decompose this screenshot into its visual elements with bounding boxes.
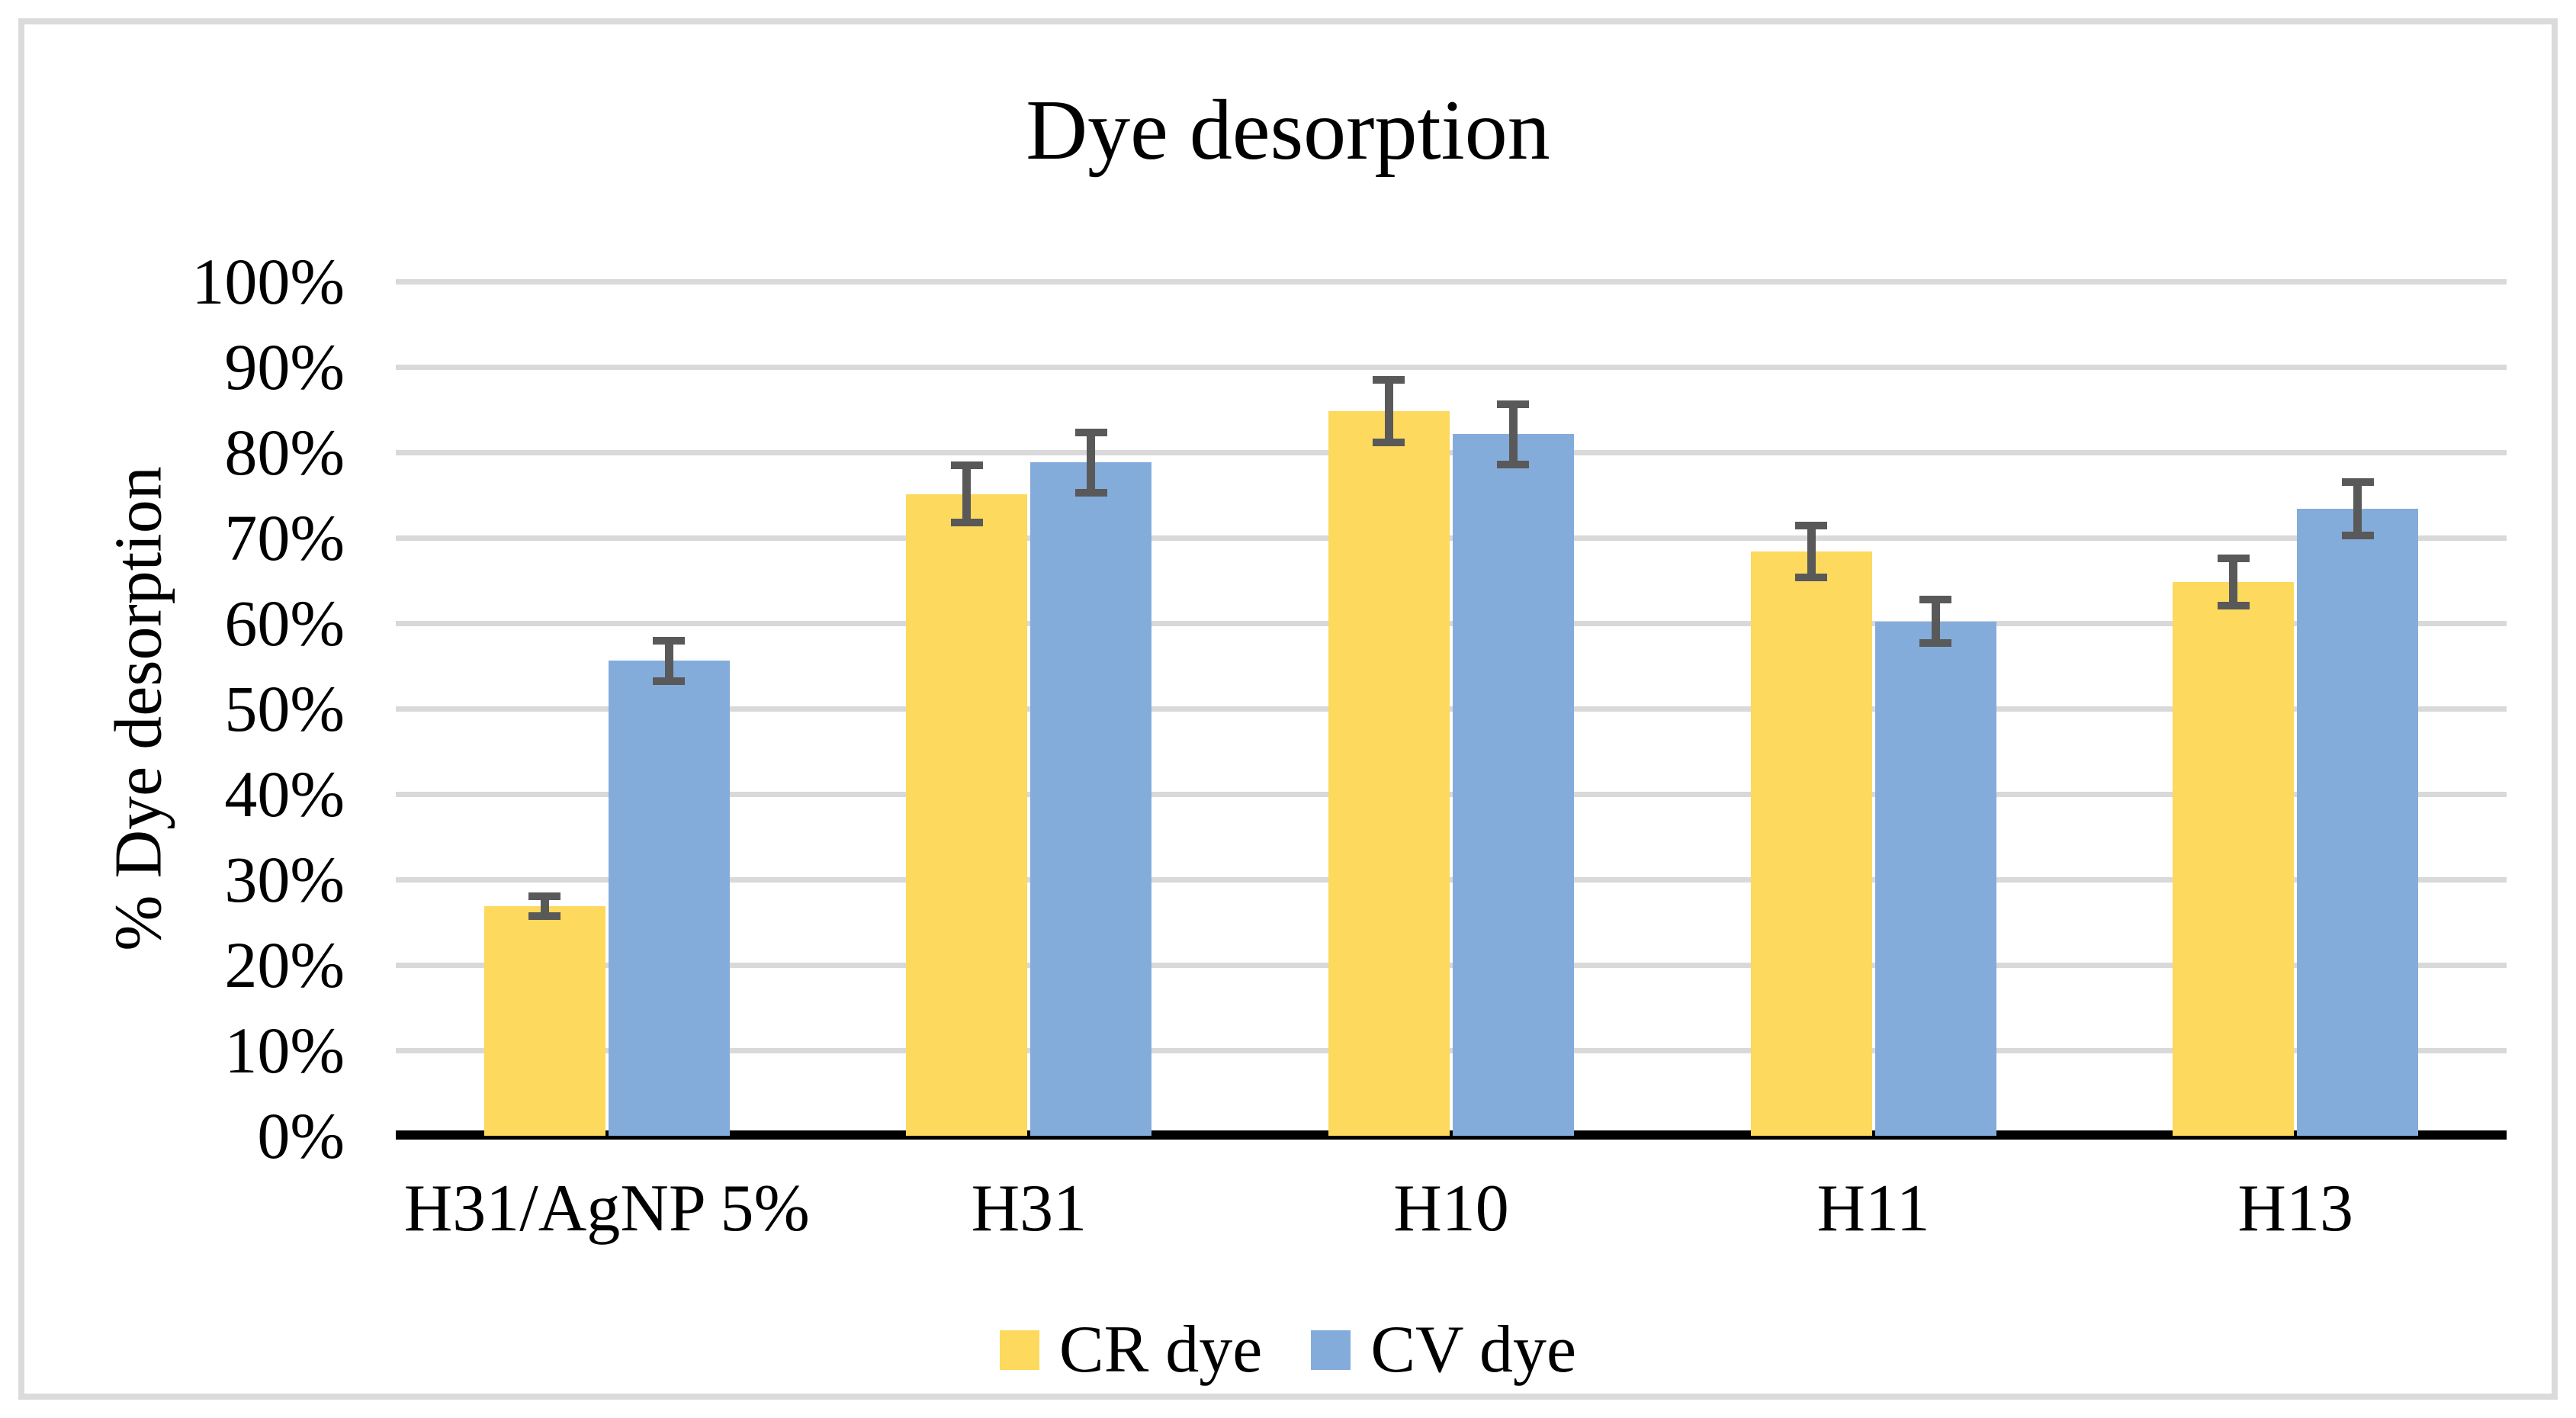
gridline-100 <box>396 278 2507 285</box>
bar-CV-dye-H31/AgNP 5% <box>608 636 730 1136</box>
error-bar-bottom-cap <box>1373 439 1405 447</box>
bar-CV-dye-H11 <box>1874 596 1996 1136</box>
y-tick-label-10: 10% <box>224 1014 345 1087</box>
error-bar-top-cap <box>1795 521 1828 529</box>
y-tick-label-40: 40% <box>224 757 345 831</box>
error-bar-top-cap <box>528 892 561 900</box>
error-bar-CV-dye-H13 <box>2341 477 2374 540</box>
error-bar-stem <box>540 899 549 912</box>
bar-group-H31 <box>818 281 1241 1136</box>
bar-group-H31/AgNP 5% <box>396 281 818 1136</box>
legend-item-CV-dye: CV dye <box>1311 1312 1576 1388</box>
x-category-label-H31/AgNP 5%: H31/AgNP 5% <box>403 1172 810 1246</box>
y-tick-label-30: 30% <box>224 843 345 916</box>
error-bar-stem <box>1931 603 1940 640</box>
x-category-label-H13: H13 <box>2237 1172 2353 1246</box>
error-bar-bottom-cap <box>528 912 561 920</box>
error-bar-CV-dye-H31/AgNP 5% <box>653 636 686 685</box>
y-tick-label-70: 70% <box>224 501 345 574</box>
error-bar-top-cap <box>1373 376 1405 384</box>
legend-swatch-CR-dye <box>999 1330 1039 1370</box>
bar-CV-dye-H31 <box>1030 428 1152 1136</box>
y-tick-label-60: 60% <box>224 587 345 660</box>
y-tick-label-20: 20% <box>224 928 345 1002</box>
bar-CR-dye-H10 <box>1328 376 1450 1136</box>
error-bar-CR-dye-H31/AgNP 5% <box>528 892 561 920</box>
bar-CR-dye-H31 <box>906 461 1028 1136</box>
x-category-label-H11: H11 <box>1816 1172 1930 1246</box>
y-tick-label-80: 80% <box>224 416 345 489</box>
legend-label-CV-dye: CV dye <box>1370 1313 1577 1387</box>
bar-CV-dye-H10 <box>1452 400 1574 1136</box>
error-bar-stem <box>1807 529 1816 574</box>
error-bar-stem <box>962 469 972 519</box>
error-bar-top-cap <box>1074 428 1107 436</box>
error-bar-CV-dye-H11 <box>1919 596 1952 648</box>
error-bar-top-cap <box>653 636 686 645</box>
error-bar-top-cap <box>1919 596 1952 604</box>
legend-item-CR-dye: CR dye <box>999 1312 1263 1388</box>
gridline-30 <box>396 876 2507 883</box>
bar-CV-dye-H13 <box>2297 477 2419 1136</box>
gridline-50 <box>396 706 2507 712</box>
error-bar-CR-dye-H10 <box>1373 376 1405 447</box>
error-bar-stem <box>664 644 673 677</box>
bar-group-H11 <box>1662 281 2085 1136</box>
legend: CR dye CV dye <box>24 1312 2552 1388</box>
error-bar-bottom-cap <box>1795 574 1828 582</box>
plot-area <box>396 278 2507 1140</box>
legend-swatch-CV-dye <box>1311 1330 1351 1370</box>
y-tick-label-0: 0% <box>257 1099 345 1172</box>
error-bar-stem <box>2229 562 2238 603</box>
error-bar-CV-dye-H10 <box>1497 400 1530 469</box>
error-bar-top-cap <box>1497 400 1530 408</box>
error-bar-CV-dye-H31 <box>1074 428 1107 497</box>
gridline-40 <box>396 791 2507 797</box>
y-tick-label-90: 90% <box>224 330 345 404</box>
error-bar-stem <box>2353 485 2362 532</box>
bar-group-H10 <box>1240 281 1662 1136</box>
y-tick-label-100: 100% <box>191 245 345 318</box>
gridline-60 <box>396 620 2507 626</box>
bar-CR-dye-H11 <box>1750 521 1872 1136</box>
gridline-10 <box>396 1047 2507 1053</box>
gridline-20 <box>396 962 2507 968</box>
error-bar-CR-dye-H11 <box>1795 521 1828 582</box>
chart-title: Dye desorption <box>1026 83 1550 178</box>
chart-figure: Dye desorption % Dye desorption 0% 10% 20%… <box>18 18 2558 1400</box>
error-bar-top-cap <box>950 461 983 470</box>
error-bar-stem <box>1508 407 1518 461</box>
x-category-label-H31: H31 <box>971 1172 1087 1246</box>
error-bar-stem <box>1087 436 1096 490</box>
x-category-label-H10: H10 <box>1393 1172 1509 1246</box>
error-bar-CR-dye-H13 <box>2217 555 2250 610</box>
error-bar-bottom-cap <box>2341 532 2374 540</box>
error-bar-CR-dye-H31 <box>950 461 983 527</box>
error-bar-stem <box>1384 384 1393 439</box>
bar-CR-dye-H13 <box>2173 555 2295 1136</box>
error-bar-top-cap <box>2217 555 2250 563</box>
legend-label-CR-dye: CR dye <box>1058 1313 1263 1387</box>
error-bar-bottom-cap <box>1074 489 1107 497</box>
error-bar-top-cap <box>2341 477 2374 486</box>
error-bar-bottom-cap <box>950 519 983 527</box>
error-bar-bottom-cap <box>1497 461 1530 469</box>
error-bar-bottom-cap <box>1919 639 1952 648</box>
error-bar-bottom-cap <box>2217 602 2250 610</box>
error-bar-bottom-cap <box>653 677 686 685</box>
bar-group-H13 <box>2084 281 2507 1136</box>
gridline-70 <box>396 535 2507 541</box>
gridline-80 <box>396 449 2507 455</box>
bar-CR-dye-H31/AgNP 5% <box>483 892 605 1136</box>
gridline-90 <box>396 364 2507 370</box>
y-tick-label-50: 50% <box>224 672 345 745</box>
